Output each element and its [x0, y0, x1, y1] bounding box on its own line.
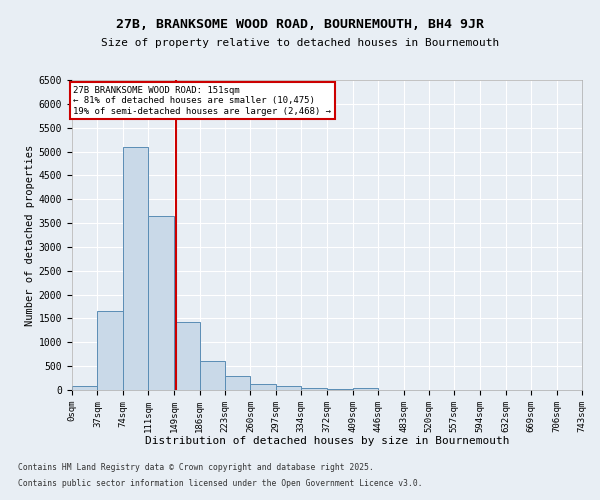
Text: 27B, BRANKSOME WOOD ROAD, BOURNEMOUTH, BH4 9JR: 27B, BRANKSOME WOOD ROAD, BOURNEMOUTH, B… [116, 18, 484, 30]
Bar [353, 388, 378, 390]
Bar [97, 312, 123, 390]
Bar [200, 362, 225, 390]
Bar [123, 147, 148, 390]
Bar [301, 388, 328, 390]
Bar [250, 384, 276, 390]
Bar [276, 386, 301, 390]
Y-axis label: Number of detached properties: Number of detached properties [25, 144, 35, 326]
Bar [328, 388, 353, 390]
Bar [174, 322, 200, 390]
Bar [148, 216, 174, 390]
Bar [225, 376, 250, 390]
Text: Size of property relative to detached houses in Bournemouth: Size of property relative to detached ho… [101, 38, 499, 48]
Text: Contains HM Land Registry data © Crown copyright and database right 2025.: Contains HM Land Registry data © Crown c… [18, 464, 374, 472]
Text: 27B BRANKSOME WOOD ROAD: 151sqm
← 81% of detached houses are smaller (10,475)
19: 27B BRANKSOME WOOD ROAD: 151sqm ← 81% of… [73, 86, 331, 116]
X-axis label: Distribution of detached houses by size in Bournemouth: Distribution of detached houses by size … [145, 436, 509, 446]
Text: Contains public sector information licensed under the Open Government Licence v3: Contains public sector information licen… [18, 478, 422, 488]
Bar [72, 386, 97, 390]
